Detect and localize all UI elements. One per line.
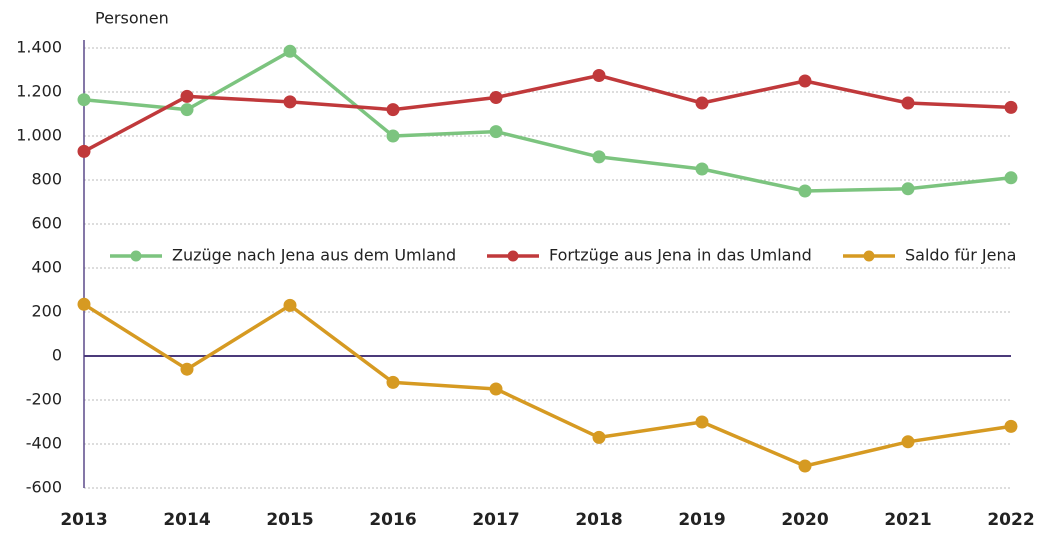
data-point	[798, 184, 812, 198]
data-point	[901, 435, 915, 449]
legend-label: Saldo für Jena	[905, 246, 1016, 265]
y-tick-label: 1.000	[16, 126, 62, 145]
data-point	[489, 125, 503, 139]
y-tick-label: 200	[31, 302, 62, 321]
y-tick-label: 1.200	[16, 82, 62, 101]
data-point	[77, 144, 91, 158]
data-point	[1004, 100, 1018, 114]
data-point	[180, 362, 194, 376]
x-tick-label: 2021	[884, 510, 931, 530]
y-tick-label: 0	[52, 346, 62, 365]
x-tick-label: 2013	[60, 510, 107, 530]
legend-dot	[507, 250, 519, 262]
data-point	[180, 89, 194, 103]
data-point	[695, 415, 709, 429]
y-tick-label: 800	[31, 170, 62, 189]
x-tick-label: 2019	[678, 510, 725, 530]
x-tick-label: 2022	[987, 510, 1034, 530]
data-point	[1004, 171, 1018, 185]
x-tick-label: 2016	[369, 510, 416, 530]
y-tick-label: 1.400	[16, 38, 62, 57]
legend-dot	[130, 250, 142, 262]
legend-label: Fortzüge aus Jena in das Umland	[549, 246, 812, 265]
data-point	[695, 96, 709, 110]
y-tick-label: 600	[31, 214, 62, 233]
data-point	[180, 103, 194, 117]
data-point	[489, 382, 503, 396]
data-point	[901, 96, 915, 110]
x-tick-label: 2020	[781, 510, 828, 530]
x-tick-label: 2017	[472, 510, 519, 530]
data-point	[592, 69, 606, 82]
data-point	[1004, 419, 1018, 433]
data-point	[386, 375, 400, 389]
data-point	[283, 95, 297, 109]
legend-label: Zuzüge nach Jena aus dem Umland	[172, 246, 456, 265]
y-tick-label: -200	[26, 390, 62, 409]
series-line	[83, 49, 1012, 193]
data-point	[283, 44, 297, 58]
y-tick-label: -600	[26, 478, 62, 497]
legend-dot	[863, 250, 875, 262]
data-point	[798, 459, 812, 473]
data-point	[283, 298, 297, 312]
series-line	[83, 302, 1012, 468]
series-line	[83, 73, 1012, 153]
data-point	[386, 129, 400, 143]
data-point	[592, 430, 606, 444]
y-tick-label: 400	[31, 258, 62, 277]
data-point	[592, 150, 606, 164]
x-tick-label: 2018	[575, 510, 622, 530]
data-point	[77, 297, 91, 311]
y-tick-label: -400	[26, 434, 62, 453]
data-point	[386, 103, 400, 117]
data-point	[489, 91, 503, 104]
data-point	[695, 162, 709, 176]
y-axis-label: Personen	[95, 9, 169, 28]
data-point	[77, 93, 91, 107]
data-point	[798, 74, 812, 88]
x-tick-label: 2014	[163, 510, 210, 530]
x-tick-label: 2015	[266, 510, 313, 530]
data-point	[901, 182, 915, 196]
